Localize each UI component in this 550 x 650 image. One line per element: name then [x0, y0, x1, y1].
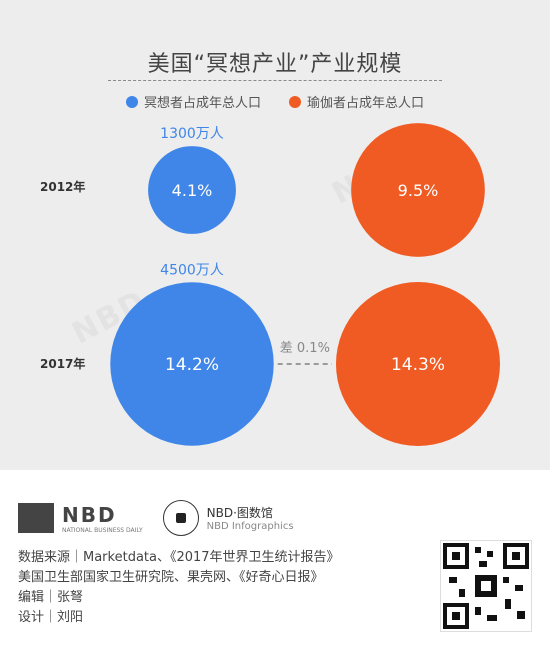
year-label-2017: 2017年 — [40, 357, 86, 371]
legend-label: 瑜伽者占成年总人口 — [307, 96, 425, 111]
chart-title: 美国“冥想产业”产业规模 — [147, 52, 403, 77]
legend: 冥想者占成年总人口 瑜伽者占成年总人口 — [0, 92, 550, 111]
legend-item-meditation: 冥想者占成年总人口 — [125, 92, 261, 111]
bubble-chart: 4.1% 1300万人 14.2% 4500万人 9.5% 14.3% 差 0.1% — [110, 123, 500, 446]
source-line-1: 数据来源｜Marketdata、《2017年世界卫生统计报告》 — [18, 550, 340, 565]
legend-swatch — [125, 95, 138, 108]
data-label: 9.5% — [398, 181, 439, 200]
legend-swatch — [289, 95, 301, 108]
nbd-mark-icon — [18, 503, 54, 533]
brand-subtext: NBD Infographics — [206, 521, 294, 532]
population-annotation: 1300万人 — [160, 126, 224, 142]
qr-code-icon — [443, 543, 529, 629]
footer-info: 数据来源｜Marketdata、《2017年世界卫生统计报告》 美国卫生部国家卫… — [18, 548, 340, 628]
title-divider — [108, 80, 442, 81]
population-annotation: 4500万人 — [160, 262, 224, 278]
data-label: 14.2% — [165, 355, 219, 375]
infographics-logo: NBD·图数馆 NBD Infographics — [162, 500, 294, 536]
legend-label: 冥想者占成年总人口 — [143, 96, 261, 111]
bubble-yoga-2012年 — [351, 123, 485, 257]
bubble-meditation-2012年 — [148, 146, 236, 234]
qr-code — [440, 540, 532, 632]
source-line-2: 美国卫生部国家卫生研究院、果壳网、《好奇心日报》 — [18, 570, 324, 585]
bubble-yoga-2017年 — [336, 282, 500, 446]
nbd-logo-subtext: NATIONAL BUSINESS DAILY — [62, 526, 143, 534]
comparison-note: 差 0.1% — [280, 341, 330, 356]
nbd-logo-text: NBD — [62, 502, 117, 527]
bubble-meditation-2017年 — [110, 282, 274, 446]
brand-text: NBD·图数馆 — [206, 506, 273, 520]
nbd-logo: NBD NATIONAL BUSINESS DAILY — [18, 503, 143, 534]
data-label: 4.1% — [172, 181, 213, 200]
logos: NBD NATIONAL BUSINESS DAILY NBD·图数馆 NBD … — [18, 500, 294, 536]
legend-item-yoga: 瑜伽者占成年总人口 — [289, 92, 424, 111]
designer-line: 设计｜刘阳 — [18, 610, 84, 625]
infographics-icon — [162, 500, 199, 536]
editor-line: 编辑｜张弩 — [18, 590, 84, 605]
data-label: 14.3% — [391, 355, 445, 375]
year-label-2012: 2012年 — [40, 180, 86, 194]
